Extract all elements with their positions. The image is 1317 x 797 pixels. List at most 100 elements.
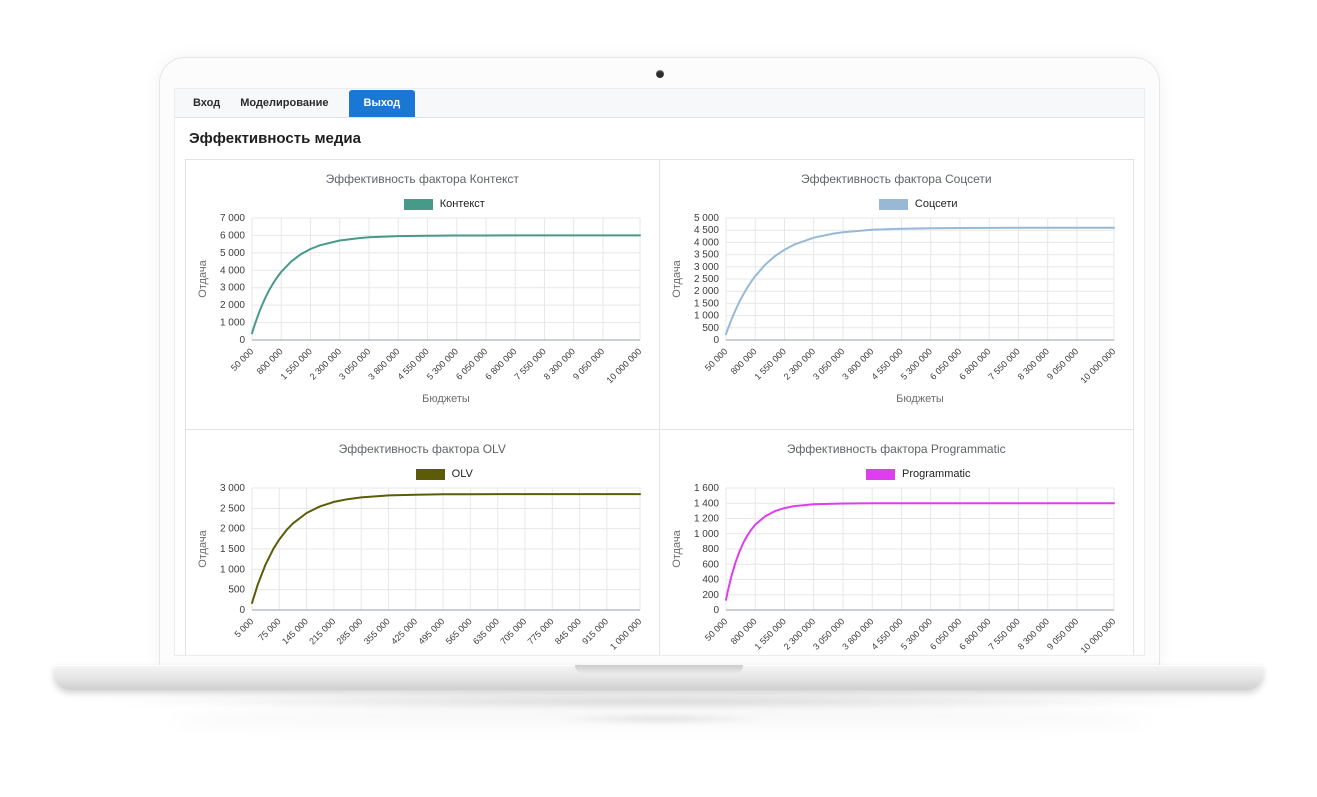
svg-text:6 000: 6 000 — [220, 230, 245, 241]
svg-text:1 500: 1 500 — [693, 298, 718, 309]
svg-text:775 000: 775 000 — [526, 616, 556, 646]
svg-text:10 000 000: 10 000 000 — [1078, 616, 1117, 655]
svg-text:5 000: 5 000 — [232, 616, 255, 639]
charts-grid: Эффективность фактора Контекст Контекст … — [185, 159, 1134, 655]
chart-plot: 5 000 75 000 145 000 215 000 285 000 355 000 4… — [190, 483, 659, 655]
chart-legend: OLV — [208, 468, 659, 480]
legend-label: OLV — [451, 468, 473, 480]
svg-text:1 000: 1 000 — [693, 529, 718, 540]
svg-text:Бюджеты: Бюджеты — [896, 393, 944, 405]
svg-text:0: 0 — [239, 605, 245, 616]
svg-text:915 000: 915 000 — [580, 616, 610, 646]
tab-vkhod[interactable]: Вход — [193, 97, 221, 109]
svg-text:3 500: 3 500 — [693, 250, 718, 261]
svg-text:0: 0 — [713, 335, 719, 346]
svg-text:2 500: 2 500 — [220, 503, 245, 514]
tab-bar: Вход Моделирование Выход — [175, 89, 1144, 118]
svg-text:1 200: 1 200 — [693, 514, 718, 525]
svg-text:9 050 000: 9 050 000 — [1044, 616, 1079, 651]
svg-text:3 000: 3 000 — [220, 283, 245, 294]
svg-text:565 000: 565 000 — [444, 616, 474, 646]
laptop-reflection — [170, 706, 1150, 736]
laptop-shadow — [80, 693, 1240, 709]
svg-text:2 000: 2 000 — [220, 300, 245, 311]
svg-text:3 000: 3 000 — [220, 483, 245, 494]
chart-programmatic: Эффективность фактора Programmatic Progr… — [660, 430, 1134, 655]
svg-text:1 000 000: 1 000 000 — [608, 616, 643, 651]
svg-text:50 000: 50 000 — [702, 346, 729, 373]
svg-text:3 000: 3 000 — [693, 262, 718, 273]
svg-text:500: 500 — [702, 323, 719, 334]
svg-text:10 000 000: 10 000 000 — [1078, 346, 1117, 385]
legend-swatch — [403, 198, 433, 210]
page-content: Эффективность медиа Эффективность фактор… — [175, 118, 1144, 655]
svg-text:50 000: 50 000 — [702, 616, 729, 643]
svg-text:1 500: 1 500 — [220, 544, 245, 555]
svg-text:9 050 000: 9 050 000 — [571, 346, 606, 381]
svg-text:0: 0 — [713, 605, 719, 616]
chart-legend: Контекст — [208, 198, 659, 210]
legend-label: Соцсети — [914, 198, 958, 210]
svg-text:0: 0 — [239, 335, 245, 346]
page-title: Эффективность медиа — [189, 130, 361, 147]
laptop-notch-reflection — [555, 714, 765, 724]
svg-text:145 000: 145 000 — [280, 616, 310, 646]
svg-text:4 000: 4 000 — [220, 265, 245, 276]
svg-text:4 500: 4 500 — [693, 225, 718, 236]
legend-swatch — [415, 468, 445, 480]
laptop-frame: Вход Моделирование Выход Эффективность м… — [159, 57, 1160, 665]
svg-text:7 000: 7 000 — [220, 213, 245, 224]
legend-swatch — [866, 468, 896, 480]
svg-text:800: 800 — [702, 544, 719, 555]
svg-text:1 400: 1 400 — [693, 498, 718, 509]
svg-text:Отдача: Отдача — [197, 259, 209, 297]
svg-text:635 000: 635 000 — [471, 616, 501, 646]
legend-swatch — [878, 198, 908, 210]
svg-text:2 000: 2 000 — [220, 524, 245, 535]
chart-title: Эффективность фактора Контекст — [325, 172, 519, 186]
svg-text:9 050 000: 9 050 000 — [1044, 346, 1079, 381]
chart-plot: 50 000 800 000 1 550 000 2 300 000 3 050 000… — [190, 213, 659, 415]
chart-title: Эффективность фактора Programmatic — [786, 442, 1006, 456]
svg-text:4 000: 4 000 — [693, 237, 718, 248]
svg-text:1 600: 1 600 — [693, 483, 718, 494]
svg-text:845 000: 845 000 — [553, 616, 583, 646]
svg-text:2 000: 2 000 — [693, 286, 718, 297]
chart-plot: 50 000 800 000 1 550 000 2 300 000 3 050 000… — [664, 483, 1134, 655]
laptop-base-notch — [574, 665, 743, 674]
legend-label: Programmatic — [902, 468, 971, 480]
svg-text:495 000: 495 000 — [416, 616, 446, 646]
svg-text:355 000: 355 000 — [362, 616, 392, 646]
chart-legend: Соцсети — [682, 198, 1134, 210]
svg-text:10 000 000: 10 000 000 — [604, 346, 643, 385]
svg-text:75 000: 75 000 — [256, 616, 283, 643]
svg-text:500: 500 — [228, 585, 245, 596]
svg-text:50 000: 50 000 — [229, 346, 256, 373]
legend-label: Контекст — [439, 198, 485, 210]
laptop-base — [54, 665, 1263, 690]
svg-text:600: 600 — [702, 559, 719, 570]
svg-text:400: 400 — [702, 575, 719, 586]
svg-text:Отдача: Отдача — [197, 529, 209, 567]
chart-socseti: Эффективность фактора Соцсети Соцсети 50… — [659, 160, 1134, 430]
chart-plot: 50 000 800 000 1 550 000 2 300 000 3 050 000… — [664, 213, 1134, 415]
svg-text:425 000: 425 000 — [389, 616, 419, 646]
svg-text:Отдача: Отдача — [671, 529, 683, 567]
svg-text:Бюджеты: Бюджеты — [422, 393, 470, 405]
svg-text:2 500: 2 500 — [693, 274, 718, 285]
svg-text:1 000: 1 000 — [220, 318, 245, 329]
app-window: Вход Моделирование Выход Эффективность м… — [174, 88, 1145, 656]
svg-text:1 000: 1 000 — [220, 564, 245, 575]
svg-text:705 000: 705 000 — [498, 616, 528, 646]
chart-legend: Programmatic — [682, 468, 1134, 480]
svg-text:1 000: 1 000 — [693, 311, 718, 322]
svg-text:215 000: 215 000 — [307, 616, 337, 646]
chart-olv: Эффективность фактора OLV OLV 5 000 75 00… — [186, 430, 660, 655]
chart-title: Эффективность фактора Соцсети — [800, 172, 992, 186]
tab-vykhod[interactable]: Выход — [348, 90, 416, 117]
chart-title: Эффективность фактора OLV — [338, 442, 506, 456]
svg-text:200: 200 — [702, 590, 719, 601]
tab-modelirovanie[interactable]: Моделирование — [240, 97, 329, 109]
svg-text:5 000: 5 000 — [693, 213, 718, 224]
